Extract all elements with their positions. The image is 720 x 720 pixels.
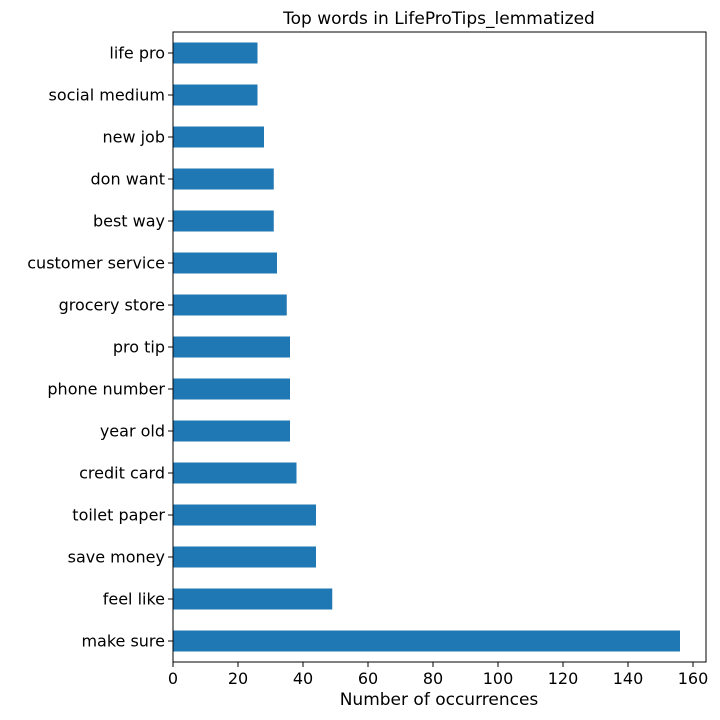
x-tick-label: 0 (168, 669, 178, 688)
bar-life-pro (173, 42, 258, 64)
bar-save-money (173, 546, 316, 568)
bar-don-want (173, 168, 274, 190)
bars-group (173, 42, 680, 652)
y-tick-label: grocery store (59, 296, 165, 315)
bar-make-sure (173, 630, 680, 652)
x-tick-label: 140 (613, 669, 644, 688)
bar-phone-number (173, 378, 290, 400)
bar-social-medium (173, 84, 258, 106)
bar-new-job (173, 126, 264, 148)
bar-feel-like (173, 588, 333, 610)
y-tick-label: toilet paper (72, 506, 165, 525)
y-tick-label: save money (68, 548, 165, 567)
y-tick-label: pro tip (113, 338, 165, 357)
bar-grocery-store (173, 294, 287, 316)
bar-customer-service (173, 252, 277, 274)
x-tick-label: 160 (678, 669, 709, 688)
bar-pro-tip (173, 336, 290, 358)
x-tick-label: 60 (358, 669, 378, 688)
y-tick-label: don want (91, 170, 165, 189)
y-tick-label: feel like (103, 590, 165, 609)
bar-year-old (173, 420, 290, 442)
bar-best-way (173, 210, 274, 232)
x-axis-ticks: 0 20 40 60 80 100 120 140 160 (168, 662, 708, 688)
x-tick-label: 100 (483, 669, 514, 688)
y-tick-label: social medium (49, 86, 165, 105)
y-tick-label: phone number (47, 380, 165, 399)
bar-toilet-paper (173, 504, 316, 526)
y-tick-label: best way (93, 212, 165, 231)
y-tick-label: new job (102, 128, 165, 147)
y-tick-label: customer service (27, 254, 165, 273)
chart-title: Top words in LifeProTips_lemmatized (282, 9, 595, 29)
y-tick-label: life pro (109, 44, 165, 63)
plot-frame (172, 31, 707, 663)
y-axis-ticks: make sure feel like save money toilet paper… (27, 44, 173, 651)
x-tick-label: 120 (548, 669, 579, 688)
y-tick-label: make sure (81, 632, 165, 651)
x-tick-label: 80 (423, 669, 443, 688)
y-tick-label: year old (100, 422, 165, 441)
x-tick-label: 40 (293, 669, 313, 688)
x-tick-label: 20 (228, 669, 248, 688)
x-axis-label: Number of occurrences (340, 690, 539, 710)
bar-credit-card (173, 462, 297, 484)
y-tick-label: credit card (79, 464, 165, 483)
